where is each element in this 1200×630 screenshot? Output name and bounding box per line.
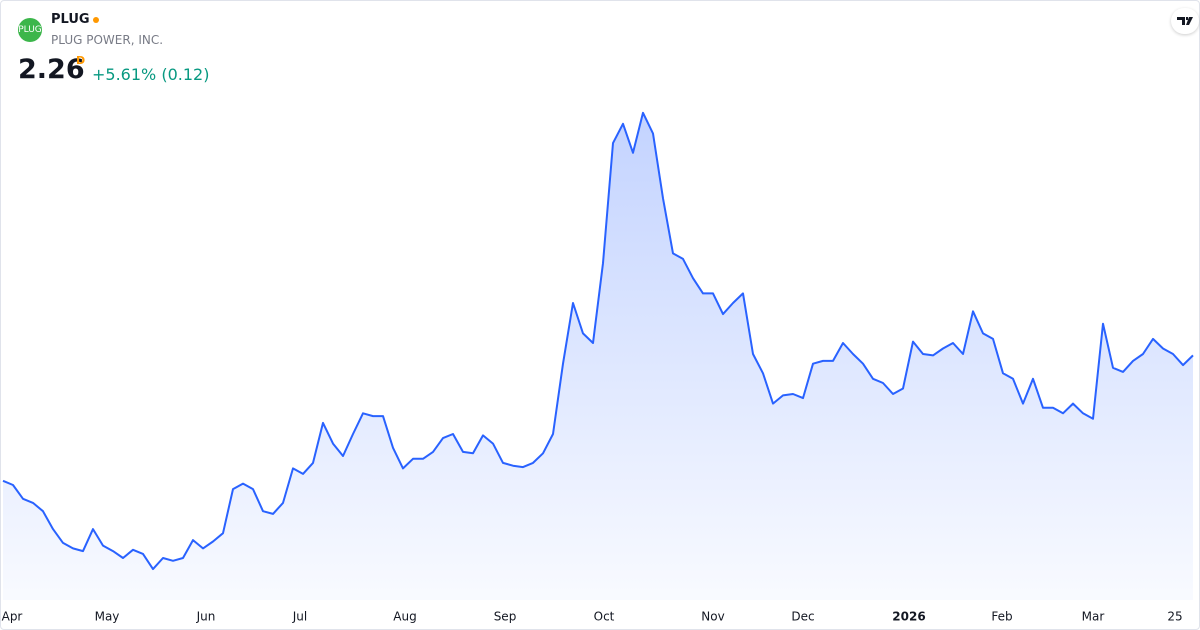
x-tick-label: Dec (791, 610, 814, 624)
x-tick-label: Aug (393, 610, 416, 624)
price-change: +5.61% (0.12) (92, 65, 210, 84)
market-status-dot (93, 17, 99, 23)
symbol[interactable]: PLUG (51, 12, 90, 27)
price-line (2, 111, 1194, 571)
x-tick-label: Jun (196, 610, 216, 624)
x-tick-label: Nov (701, 610, 724, 624)
interval: D (76, 54, 86, 67)
x-tick-label: Sep (494, 610, 517, 624)
x-tick-label: Mar (1082, 610, 1105, 624)
logo-icon (1177, 17, 1193, 25)
last-price: 2.26 (18, 54, 85, 85)
company-name: PLUG POWER, INC. (51, 33, 164, 47)
area-fill (3, 112, 1193, 601)
x-tick-label: Jul (292, 610, 307, 624)
tradingview-logo[interactable] (1171, 8, 1199, 34)
x-tick-label: Oct (594, 610, 615, 624)
symbol-logo: PLUG (18, 18, 42, 42)
x-tick-label: May (95, 610, 120, 624)
x-tick-label: 2026 (892, 610, 925, 624)
x-tick-label: 25 (1167, 610, 1182, 624)
x-tick-label: Apr (2, 610, 23, 624)
x-tick-label: Feb (991, 610, 1012, 624)
